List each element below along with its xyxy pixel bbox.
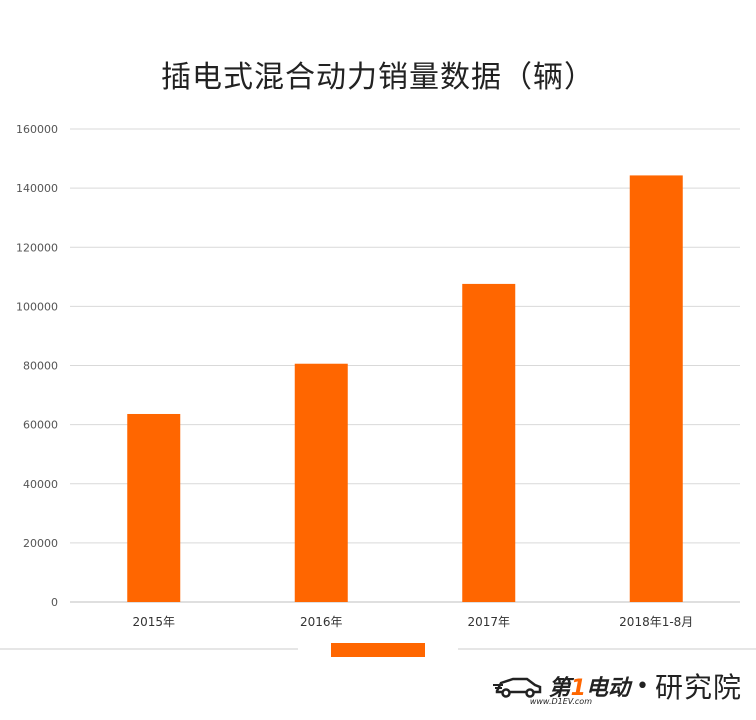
bars <box>127 175 683 602</box>
y-tick-label: 100000 <box>16 300 58 313</box>
bar <box>294 363 348 602</box>
chart-title: 插电式混合动力销量数据（辆） <box>161 60 595 95</box>
brand-part-3: 电动 <box>585 676 630 701</box>
y-tick-label: 0 <box>51 596 58 609</box>
bar <box>127 413 181 602</box>
brand-url: www.D1EV.com <box>529 697 592 706</box>
x-axis-ticks: 2015年 2016年 2017年 2018年1-8月 <box>132 615 693 629</box>
x-tick-label: 2018年1-8月 <box>619 615 693 629</box>
brand-name: 第1电动 <box>549 670 630 702</box>
y-tick-label: 40000 <box>23 478 58 491</box>
bar <box>629 175 683 602</box>
y-tick-label: 80000 <box>23 360 58 373</box>
brand-part-2: 1 <box>570 676 586 701</box>
y-tick-label: 140000 <box>16 182 58 195</box>
y-tick-label: 60000 <box>23 419 58 432</box>
institute-name: 研究院 <box>654 671 742 704</box>
brand-part-1: 第 <box>548 676 571 701</box>
y-tick-label: 120000 <box>16 241 58 254</box>
x-tick-label: 2016年 <box>300 615 343 629</box>
watermark-logo: 第1电动 www.D1EV.com • 研究院 <box>492 666 742 706</box>
gridlines <box>70 128 740 603</box>
y-tick-label: 160000 <box>16 123 58 136</box>
x-tick-label: 2017年 <box>467 615 510 629</box>
x-tick-label: 2015年 <box>132 615 175 629</box>
legend-swatch <box>331 643 425 657</box>
car-icon <box>492 677 541 698</box>
bar <box>462 283 516 602</box>
separator-dot: • <box>636 673 649 699</box>
y-tick-label: 20000 <box>23 537 58 550</box>
bar-chart: 0 20000 40000 60000 80000 100000 120000 140000 1… <box>16 123 740 629</box>
y-axis-ticks: 0 20000 40000 60000 80000 100000 120000 140000 1… <box>16 123 58 609</box>
